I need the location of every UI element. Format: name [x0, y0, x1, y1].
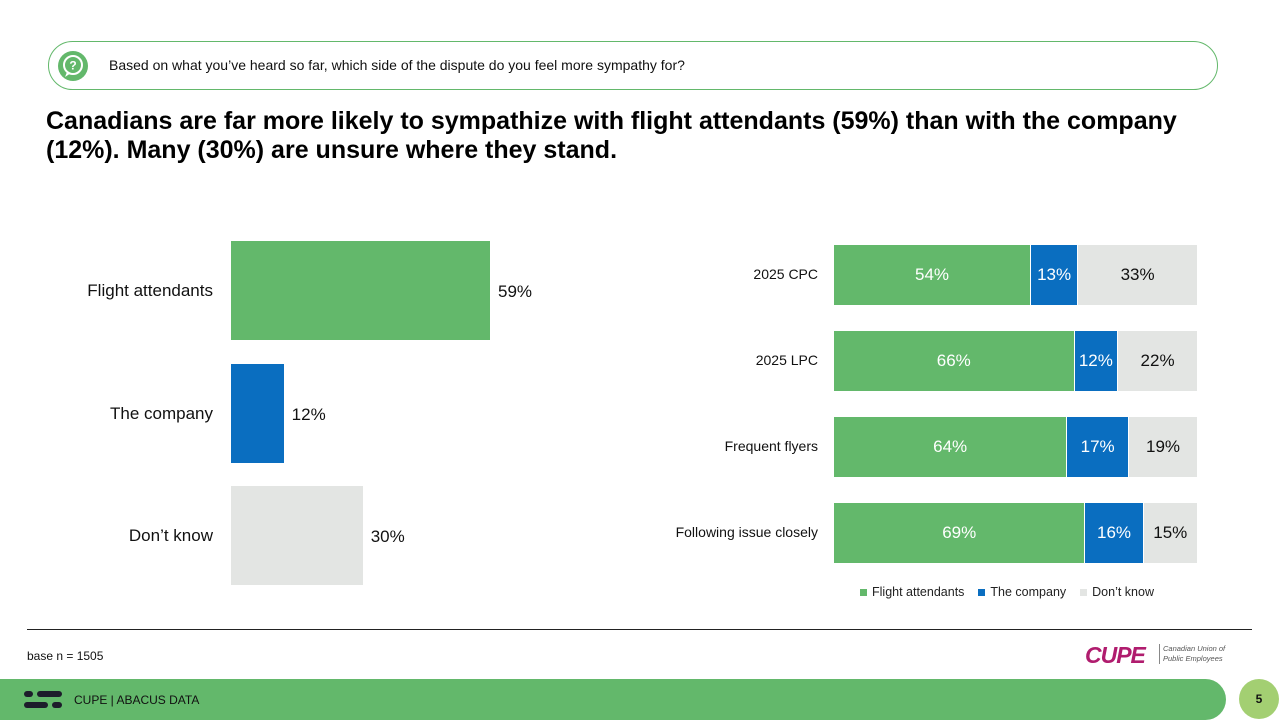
cupe-logo: CUPE Canadian Union of Public Employees: [1085, 642, 1230, 668]
stacked-bar: 64% 17% 19%: [834, 417, 1197, 477]
footer-text: CUPE | ABACUS DATA: [74, 693, 200, 707]
bar-segment: 12%: [1073, 331, 1118, 391]
logo-wordmark: CUPE: [1085, 642, 1146, 668]
svg-text:?: ?: [69, 59, 76, 73]
category-label: Frequent flyers: [724, 438, 818, 454]
value-label: 30%: [370, 527, 405, 546]
chart-legend: Flight attendants The company Don’t know: [860, 585, 1154, 599]
bar: [231, 241, 490, 340]
legend-swatch: [1080, 588, 1088, 596]
bar-segment: 16%: [1084, 503, 1143, 563]
bar-segment: 13%: [1030, 245, 1078, 305]
stacked-bar: 54% 13% 33%: [834, 245, 1197, 305]
bar: [231, 364, 284, 463]
base-note: base n = 1505: [27, 649, 104, 663]
bar-segment: 33%: [1077, 245, 1197, 305]
bar-segment: 15%: [1142, 503, 1197, 563]
bar-segment: 69%: [834, 503, 1085, 563]
page-number: 5: [1239, 679, 1279, 719]
bar-segment: 54%: [834, 245, 1031, 305]
category-label: Flight attendants: [87, 281, 213, 300]
bar-segment: 17%: [1066, 417, 1129, 477]
question-box: ? Based on what you’ve heard so far, whi…: [48, 41, 1218, 90]
legend-swatch: [860, 588, 867, 596]
category-label: Don’t know: [128, 526, 213, 545]
category-label: Following issue closely: [675, 524, 818, 540]
bar: [231, 486, 363, 585]
question-icon: ?: [58, 51, 88, 81]
bar-segment: 66%: [834, 331, 1074, 391]
bar-segment: 19%: [1128, 417, 1197, 477]
stacked-bar: 69% 16% 15%: [834, 503, 1197, 563]
legend-swatch: [978, 588, 986, 596]
footer-divider: [27, 629, 1252, 630]
legend-label: Flight attendants: [872, 585, 965, 599]
bar-segment: 64%: [834, 417, 1067, 477]
legend-item: Don’t know: [1080, 585, 1154, 599]
category-label: 2025 CPC: [753, 266, 818, 282]
category-label: The company: [110, 404, 213, 423]
value-label: 12%: [291, 405, 326, 424]
legend-item: The company: [978, 585, 1066, 599]
legend-item: Flight attendants: [860, 585, 964, 599]
bar-segment: 22%: [1117, 331, 1197, 391]
subgroup-stacked-bar-chart: Flight attendants The company Don’t know 2…: [620, 230, 1240, 610]
footer-bar: CUPE | ABACUS DATA: [0, 679, 1226, 720]
value-label: 59%: [498, 282, 533, 301]
overall-bar-chart: Flight attendants 59% The company 12% Don’t …: [0, 230, 620, 600]
logo-subtitle: Canadian Union of Public Employees: [1159, 644, 1235, 664]
legend-label: The company: [990, 585, 1067, 599]
abacus-logo-icon: [24, 691, 62, 708]
headline: Canadians are far more likely to sympath…: [46, 107, 1177, 164]
question-text: Based on what you’ve heard so far, which…: [109, 57, 685, 73]
stacked-bar: 66% 12% 22%: [834, 331, 1197, 391]
category-label: 2025 LPC: [755, 352, 818, 368]
legend-label: Don’t know: [1092, 585, 1154, 599]
